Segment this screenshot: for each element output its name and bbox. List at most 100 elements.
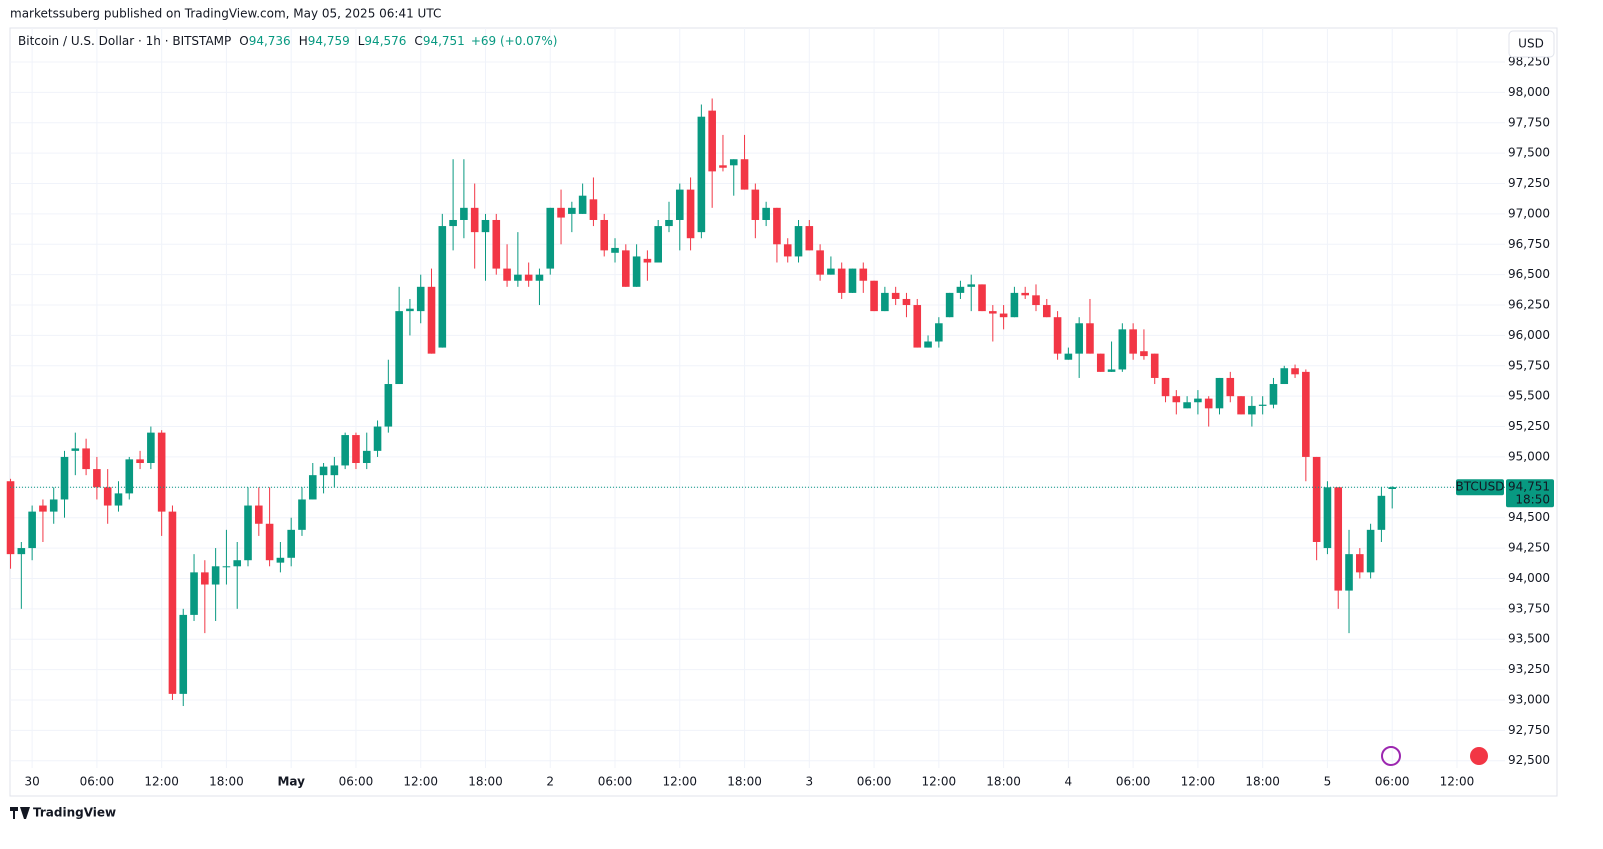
candle-body [71, 448, 80, 451]
candle-body [1194, 398, 1202, 403]
candle-body [49, 499, 58, 512]
candle-body [147, 432, 155, 464]
candle-body [859, 268, 868, 281]
candle-body [1118, 329, 1127, 370]
candle-body [168, 511, 177, 694]
footer: TradingView [33, 806, 116, 820]
candle-body [17, 548, 26, 555]
candle-body [665, 219, 673, 227]
x-tick-label: 3 [805, 775, 813, 789]
candle-body [989, 311, 997, 314]
legend-value: 94,736 [249, 34, 291, 48]
candle-body [568, 207, 576, 214]
x-tick-label: 12:00 [144, 775, 179, 789]
legend-key: L [358, 34, 365, 48]
candle-body [276, 557, 285, 563]
x-tick-label: 2 [546, 775, 554, 789]
candle-body [136, 459, 144, 464]
candle-body [211, 566, 220, 585]
candle-body [352, 435, 360, 464]
flag-icon[interactable] [1470, 747, 1488, 765]
ai-icon[interactable] [1381, 746, 1401, 766]
y-tick-label: 97,250 [1508, 176, 1550, 190]
candle-body [1150, 353, 1159, 378]
candle-body [93, 469, 101, 488]
candle-body [298, 499, 306, 530]
candle-body [1356, 554, 1364, 573]
candle-body [341, 435, 349, 466]
price-tag-symbol-bg [1456, 479, 1504, 496]
candle-body [481, 219, 490, 233]
candle-body [902, 298, 911, 306]
price-tag-bg [1506, 479, 1554, 508]
candle-body [427, 286, 436, 354]
candle-body [589, 199, 598, 220]
candle-body [1140, 351, 1148, 357]
price-tag-symbol: BTCUSD [1456, 480, 1505, 494]
candle-body [384, 384, 393, 427]
x-tick-label: 5 [1324, 775, 1332, 789]
candle-body [1204, 398, 1213, 409]
x-tick-label: 06:00 [857, 775, 892, 789]
y-tick-label: 94,250 [1508, 541, 1550, 555]
candle-body [1172, 396, 1181, 403]
candle-body [255, 505, 263, 524]
candle-body [1334, 487, 1343, 591]
candle-body [643, 258, 652, 263]
candle-body [1096, 353, 1105, 372]
y-tick-label: 95,750 [1508, 358, 1550, 372]
candle-body [39, 505, 47, 512]
price-tag-countdown: 18:50 [1515, 493, 1550, 507]
legend-value: 94,759 [308, 34, 350, 48]
y-tick-label: 93,250 [1508, 662, 1550, 676]
candle-body [503, 268, 511, 281]
candle-body [1032, 295, 1040, 306]
candle-body [330, 465, 339, 476]
candle-body [870, 280, 878, 312]
y-tick-label: 96,500 [1508, 267, 1550, 281]
candle-body [945, 292, 954, 318]
candle-body [827, 268, 835, 275]
candle-body [1226, 377, 1235, 397]
legend: Bitcoin / U.S. Dollar · 1h · BITSTAMP O94… [18, 34, 558, 48]
y-tick-label: 95,250 [1508, 419, 1550, 433]
candle-body [244, 505, 252, 561]
candle-body [999, 313, 1008, 318]
candle-body [881, 292, 889, 312]
candle-body [1215, 377, 1224, 409]
candle-body [1183, 402, 1191, 409]
x-tick-label: 12:00 [1181, 775, 1216, 789]
candle-body [848, 268, 857, 293]
logo [10, 807, 30, 819]
candle-body [438, 226, 447, 348]
candle-body [913, 305, 922, 348]
candle-body [622, 250, 630, 287]
candle-body [956, 286, 965, 293]
x-tick-label: 18:00 [468, 775, 503, 789]
candle-body [1323, 487, 1332, 549]
candle-body [1258, 404, 1267, 406]
y-tick-label: 96,000 [1508, 328, 1550, 342]
candle-body [891, 292, 900, 299]
y-tick-label: 97,750 [1508, 115, 1550, 129]
candle-body [233, 560, 242, 567]
candle-body [557, 207, 565, 218]
candle-body [773, 207, 781, 245]
candle-body [470, 207, 479, 233]
candle-body [1107, 369, 1116, 372]
x-tick-label: 30 [24, 775, 39, 789]
candle-body [611, 247, 619, 253]
candle-body [1021, 292, 1029, 296]
legend-key: C [414, 34, 422, 48]
chart-frame [9, 27, 1558, 797]
x-tick-label: 18:00 [209, 775, 244, 789]
candle-body [1280, 368, 1289, 385]
candle-body [805, 226, 814, 251]
y-tick-label: 95,500 [1508, 389, 1550, 403]
legend-change: +69 (+0.07%) [471, 34, 558, 48]
currency-button[interactable] [1508, 30, 1555, 58]
y-tick-label: 98,250 [1508, 55, 1550, 69]
y-tick-label: 94,500 [1508, 510, 1550, 524]
candle-body [449, 219, 457, 227]
